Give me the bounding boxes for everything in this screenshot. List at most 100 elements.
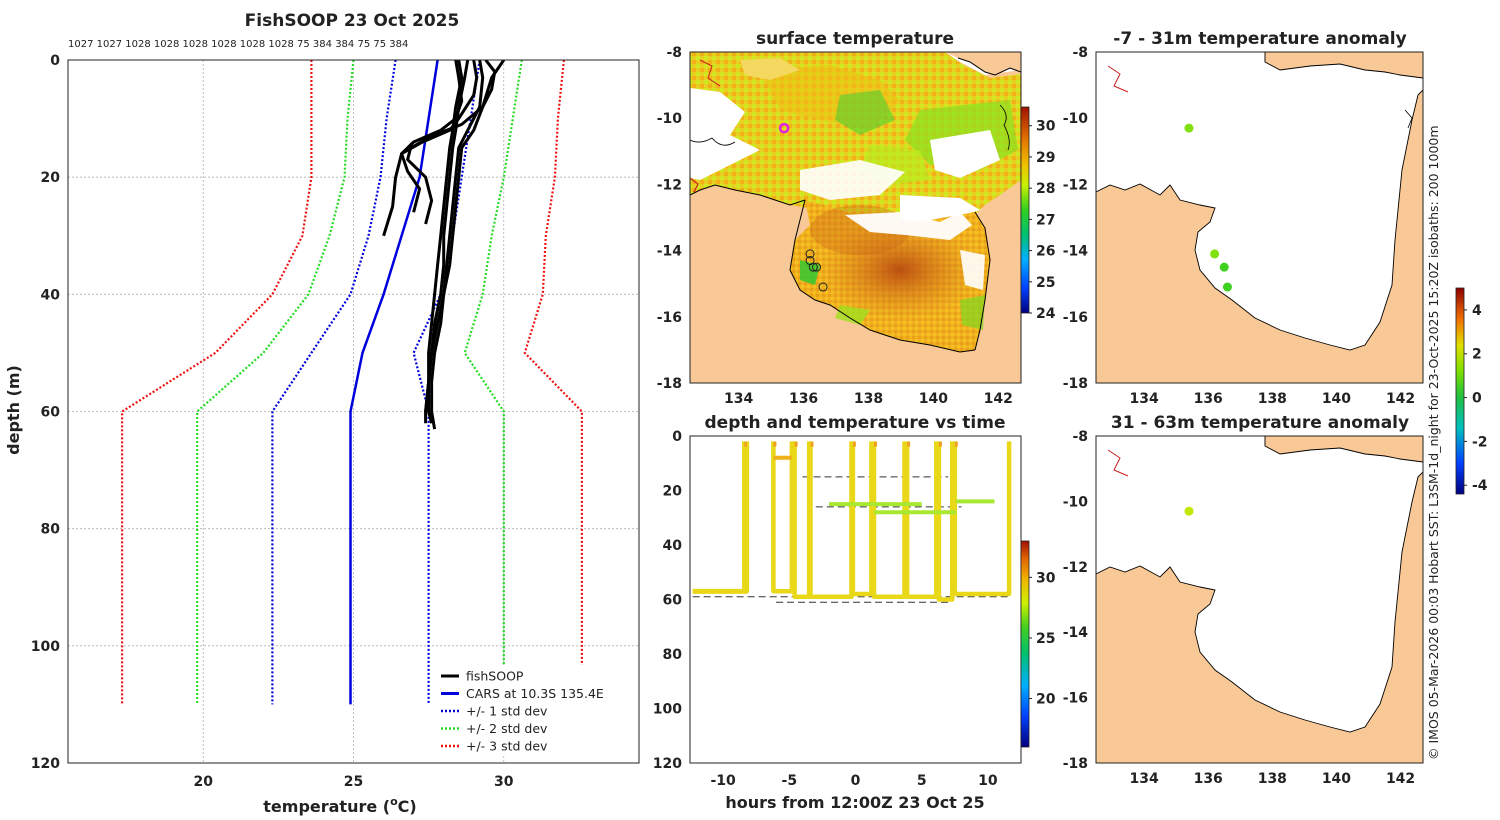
anomaly-shallow-panel: -7 - 31m temperature anomaly 134 136 138 14… [1063,29,1424,407]
anomaly-point [1222,282,1232,292]
map-ytick-label: -18 [1063,376,1088,392]
map-xtick-label: 142 [1386,771,1415,787]
dt-ytick-label: 40 [663,538,683,554]
sst-cb-tick-label: 28 [1036,181,1055,197]
map-ytick-label: -16 [1063,691,1088,707]
anomaly-shallow-ticks: 134 136 138 140 142 -8 -10 -12 -14 -16 -18 [1063,45,1415,407]
dt-ytick-label: 0 [672,429,682,445]
dt-xtick-label: -10 [710,773,736,789]
dt-ytick-label: 20 [663,484,683,500]
profile-ticks: 20 25 30 0 20 40 60 80 100 120 [31,53,514,790]
profile-xtick-label: 25 [344,774,363,790]
map-xtick-label: 142 [1386,391,1415,407]
dt-cb-tick-label: 30 [1036,570,1056,586]
profile-panel: FishSOOP 23 Oct 2025 1027 1027 1028 1028… [4,11,640,816]
anomaly-deep-frame [1095,435,1424,764]
dt-ytick-label: 60 [663,593,683,609]
profile-gridlines [68,59,639,764]
sst-cast-marker [805,249,815,259]
dt-dive-track [742,441,750,594]
profile-xlabel: temperature (oC) [263,795,416,816]
profile-ytick-label: 120 [31,756,60,772]
map-xtick-label: 142 [984,391,1013,407]
dt-cb-tick-label: 20 [1036,692,1056,708]
anomaly-deep-map [1096,436,1423,763]
profile-ytick-label: 20 [41,170,61,186]
sst-cast-marker [812,262,822,272]
cars-mean-line [349,60,439,705]
anomaly-deep-title: 31 - 63m temperature anomaly [1111,413,1409,433]
dt-colorbar [1020,540,1030,748]
dt-cb-tick-label: 25 [1036,631,1055,647]
sst-cb-tick-label: 30 [1036,119,1056,135]
dt-ytick-label: 100 [653,702,682,718]
anomaly-point [1219,262,1229,272]
anomaly-point [1210,249,1220,259]
map-ytick-label: -12 [1063,560,1088,576]
map-ytick-label: -16 [1063,310,1088,326]
map-ytick-label: -10 [1063,494,1089,510]
anomaly-deep-ticks: 134 136 138 140 142 -8 -10 -12 -14 -16 -18 [1063,429,1415,787]
profile-ytick-label: 60 [41,405,61,421]
profile-axes-frame [67,59,640,764]
map-ytick-label: -14 [1063,244,1089,260]
std-dev-line [463,60,523,705]
profile-ylabel: depth (m) [4,365,23,455]
anomaly-shallow-title: -7 - 31m temperature anomaly [1113,29,1406,49]
dt-ytick-label: 80 [663,647,683,663]
sst-colorbar [1020,106,1030,314]
sst-cast-marker [818,282,828,292]
dt-ytick-label: 120 [653,756,682,772]
anomaly-cb-tick-label: 2 [1472,347,1482,363]
map-ytick-label: -10 [657,111,683,127]
map-ytick-label: -10 [1063,111,1089,127]
sst-cb-tick-label: 26 [1036,244,1055,260]
depth-time-title: depth and temperature vs time [705,413,1006,433]
sst-map [690,52,1021,383]
map-ytick-label: -12 [657,177,682,193]
dt-dive-track [771,441,795,594]
std-dev-line [196,60,355,705]
fishsoop-cast-line [424,60,506,424]
profile-ytick-label: 0 [50,53,60,69]
sst-cast-markers [778,122,828,292]
map-ytick-label: -14 [657,244,683,260]
dt-dive-track [850,441,874,597]
profile-legend: fishSOOP CARS at 10.3S 135.4E +/- 1 std de… [437,665,607,755]
map-ytick-label: -8 [1072,45,1088,61]
profile-top-labels: 1027 1027 1028 1028 1028 1028 1028 1028 … [68,39,408,50]
map-xtick-label: 136 [1194,391,1223,407]
map-ytick-label: -18 [1063,756,1088,772]
map-ytick-label: -8 [1072,429,1088,445]
fishsoop-cast-line [406,60,497,225]
dt-dive-tracks [692,441,1012,602]
fishsoop-casts-group [382,60,506,430]
dt-xtick-label: 0 [851,773,861,789]
cars-location-marker [778,122,790,134]
sst-cb-tick-label: 25 [1036,275,1055,291]
profile-xtick-label: 30 [494,774,514,790]
std-dev-line [120,60,313,705]
map-xtick-label: 138 [1258,391,1287,407]
dt-dive-track [936,441,955,602]
anomaly-deep-points [1184,506,1194,516]
profile-series-group [120,60,584,705]
anomaly-shallow-points [1184,123,1232,292]
sst-panel: surface temperature [657,29,1056,407]
anomaly-point [1184,123,1194,133]
sst-cb-tick-label: 27 [1036,212,1055,228]
anomaly-colorbar-ticks: -4 -2 0 2 4 [1464,303,1488,494]
dt-dive-track [904,441,939,600]
sst-cast-marker [805,256,815,266]
map-xtick-label: 140 [1322,771,1351,787]
profile-ytick-label: 40 [41,287,61,303]
legend-label: +/- 2 std dev [466,721,548,736]
map-xtick-label: 134 [724,391,753,407]
map-xtick-label: 140 [1322,391,1351,407]
dt-xlabel: hours from 12:00Z 23 Oct 25 [725,793,984,812]
map-ytick-label: -14 [1063,625,1089,641]
dt-xtick-label: -5 [782,773,798,789]
map-xtick-label: 138 [1258,771,1287,787]
anomaly-cb-tick-label: -4 [1472,478,1488,494]
